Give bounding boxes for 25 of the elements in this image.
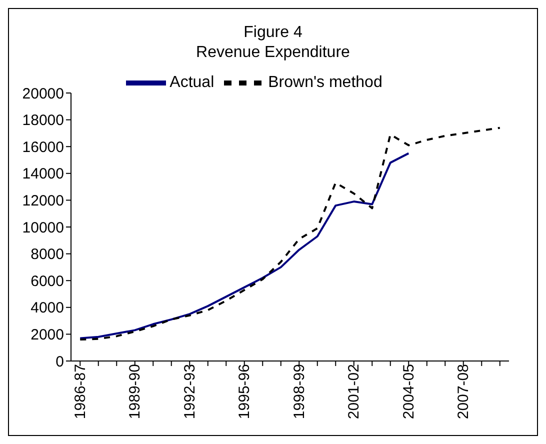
y-tick-label: 6000	[30, 272, 64, 290]
y-tick-label: 0	[56, 353, 64, 370]
x-tick-label: 2007-08	[455, 364, 472, 420]
y-tick-label: 8000	[30, 246, 64, 264]
x-tick-label: 2004-05	[400, 364, 418, 420]
y-tick-label: 14000	[22, 166, 64, 183]
y-tick-label: 16000	[22, 138, 64, 156]
y-tick-label: 20000	[22, 85, 64, 102]
y-tick-label: 12000	[22, 192, 64, 210]
legend-label: Actual	[170, 74, 214, 92]
y-tick-label: 10000	[22, 219, 64, 236]
x-tick-label: 1998-99	[290, 364, 308, 420]
y-tick-label: 18000	[22, 112, 64, 130]
x-tick-label: 1986-87	[72, 364, 89, 420]
x-tick-label: 1992-93	[181, 364, 198, 420]
x-tick-label: 2001-02	[346, 364, 363, 420]
legend-label: Brown's method	[268, 74, 382, 92]
chart-subtitle: Revenue Expenditure	[195, 43, 351, 63]
x-tick-label: 1995-96	[236, 364, 254, 420]
y-tick-label: 4000	[30, 300, 64, 317]
line-series	[79, 126, 501, 341]
y-tick-label: 2000	[30, 326, 64, 344]
x-tick-label: 1989-90	[126, 364, 144, 420]
chart-title: Figure 4	[242, 23, 304, 43]
line-series	[79, 152, 410, 340]
